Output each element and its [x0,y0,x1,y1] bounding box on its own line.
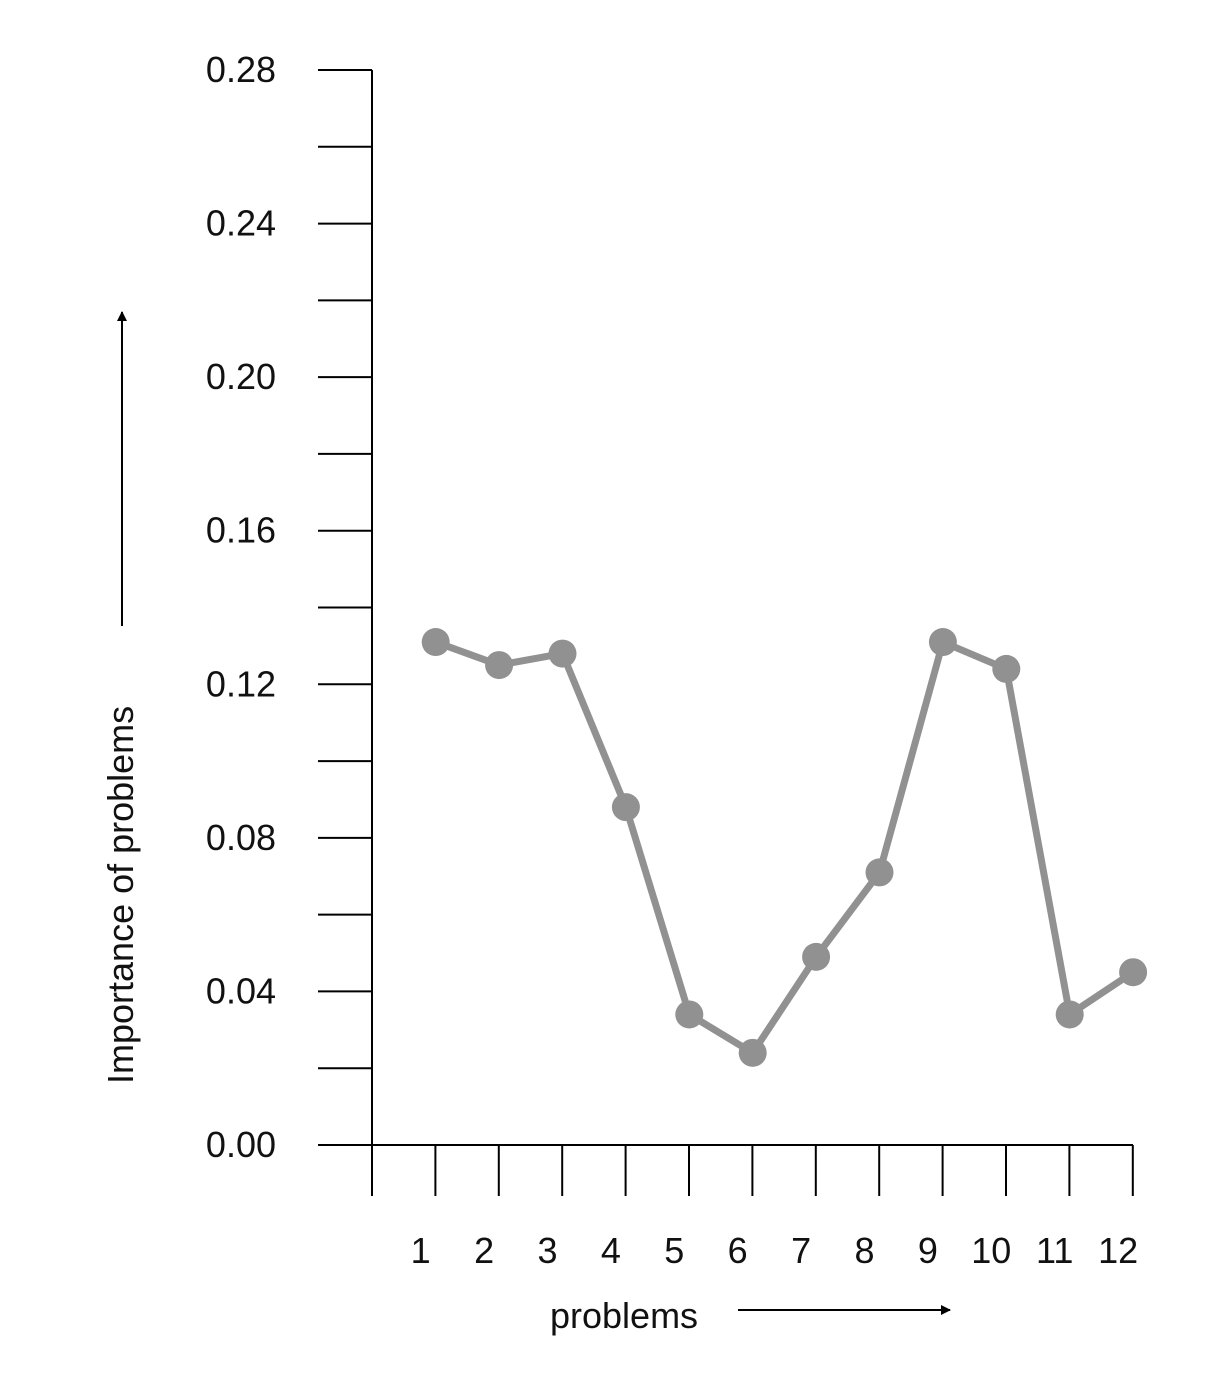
x-tick-labels: 1 2 3 4 5 6 7 8 9 10 11 12 [411,1230,1138,1271]
y-tick-label: 0.28 [206,49,276,90]
y-tick-label: 0.08 [206,817,276,858]
y-tick-label: 0.24 [206,203,276,244]
data-point [738,1038,767,1067]
x-tick-label: 11 [1036,1230,1073,1271]
x-tick-label: 6 [728,1230,748,1271]
data-point [865,858,894,887]
x-axis: 1 2 3 4 5 6 7 8 9 10 11 12 [318,1144,1138,1271]
y-tick-label: 0.12 [206,663,276,704]
x-tick-label: 7 [791,1230,811,1271]
x-axis-title-group: problems [550,1295,951,1336]
data-point [802,942,831,971]
x-tick-label: 12 [1098,1230,1138,1271]
data-point [675,1000,704,1029]
x-tick-label: 9 [918,1230,938,1271]
x-tick-label: 8 [854,1230,874,1271]
x-axis-title: problems [550,1295,698,1336]
data-point [421,628,450,657]
y-axis-title-group: Importance of problems [100,311,141,1084]
y-tick-label: 0.20 [206,356,276,397]
x-tick-label: 10 [971,1230,1011,1271]
series-line [432,638,1137,1057]
y-axis-title: Importance of problems [100,706,141,1084]
x-tick-label: 2 [474,1230,494,1271]
data-point [548,639,577,668]
x-ticks [371,1145,1134,1196]
x-tick-label: 1 [411,1230,431,1271]
data-point [1119,958,1148,987]
y-ticks [318,69,372,1146]
x-tick-label: 3 [537,1230,557,1271]
y-tick-label: 0.16 [206,510,276,551]
y-tick-label: 0.04 [206,970,276,1011]
data-point [485,651,514,680]
y-tick-labels: 0.00 0.04 0.08 0.12 0.16 0.20 0.24 0.28 [206,49,276,1165]
y-tick-label: 0.00 [206,1124,276,1165]
data-point [928,628,957,657]
y-axis: 0.00 0.04 0.08 0.12 0.16 0.20 0.24 0.28 [206,49,373,1196]
x-tick-label: 5 [664,1230,684,1271]
data-point [992,654,1021,683]
data-point [611,793,640,822]
x-tick-label: 4 [601,1230,621,1271]
series-group [421,628,1148,1067]
data-point [1055,1000,1084,1029]
